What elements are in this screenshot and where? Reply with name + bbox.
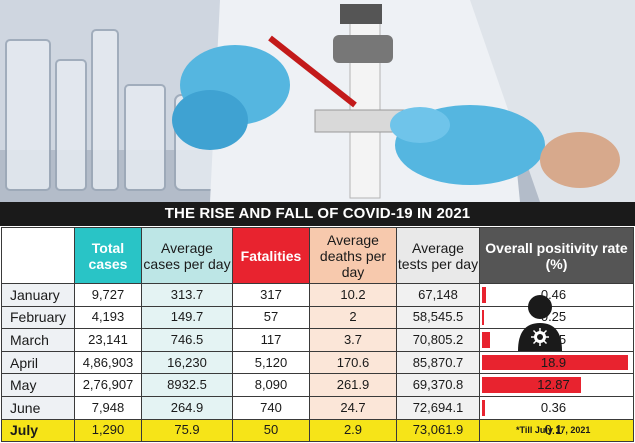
average-deaths-cell: 2.9 [309,418,397,443]
month-cell: February [1,305,75,330]
month-cell: June [1,395,75,420]
total-cases-cell: 2,76,907 [74,373,142,397]
positivity-cell: 12.87 [479,373,634,397]
total-cases-cell: 23,141 [74,328,142,352]
positivity-bar [482,287,486,303]
footnote: *Till July 17, 2021 [516,424,591,435]
positivity-bar [482,332,491,348]
positivity-bar [482,309,484,326]
lab-photo [0,0,635,202]
positivity-cell: 0.36 [479,395,634,420]
header-total-cases: Total cases [74,227,142,284]
positivity-value: 0.1 [544,422,563,438]
total-cases-cell: 9,727 [74,283,142,307]
fatalities-cell: 317 [232,283,310,307]
average-tests-cell: 85,870.7 [396,350,480,375]
positivity-value: 0.36 [540,399,567,415]
average-cases-cell: 746.5 [141,328,233,352]
month-cell: July [1,418,75,443]
chart-title-banner: THE RISE AND FALL OF COVID-19 IN 2021 [0,202,635,226]
covid-data-table: Total cases Average cases per day Fatali… [1,227,634,443]
average-deaths-cell: 3.7 [309,328,397,352]
table-body: January 9,727 313.7 317 10.2 67,148 0.46 Februa… [1,283,634,443]
total-cases-cell: 7,948 [74,395,142,420]
average-tests-cell: 69,370.8 [396,373,480,397]
positivity-bar [482,377,582,393]
average-deaths-cell: 261.9 [309,373,397,397]
average-cases-cell: 75.9 [141,418,233,443]
month-cell: May [1,373,75,397]
total-cases-cell: 1,290 [74,418,142,443]
average-cases-cell: 8932.5 [141,373,233,397]
average-tests-cell: 73,061.9 [396,418,480,443]
table-row: February 4,193 149.7 57 2 58,545.5 0.25 [1,305,634,330]
average-cases-cell: 264.9 [141,395,233,420]
total-cases-cell: 4,193 [74,305,142,330]
average-tests-cell: 70,805.2 [396,328,480,352]
average-cases-cell: 16,230 [141,350,233,375]
average-tests-cell: 67,148 [396,283,480,307]
header-month [1,227,75,284]
header-average-tests: Average tests per day [396,227,480,284]
average-deaths-cell: 2 [309,305,397,330]
fatalities-cell: 8,090 [232,373,310,397]
header-positivity-rate: Overall positivity rate (%) [479,227,634,284]
month-cell: March [1,328,75,352]
table-row: June 7,948 264.9 740 24.7 72,694.1 0.36 [1,395,634,420]
person-virus-icon [518,295,562,351]
average-cases-cell: 149.7 [141,305,233,330]
positivity-bar [482,399,485,416]
average-tests-cell: 72,694.1 [396,395,480,420]
fatalities-cell: 57 [232,305,310,330]
positivity-cell: *Till July 17, 2021 0.1 [479,418,634,443]
header-fatalities: Fatalities [232,227,310,284]
fatalities-cell: 5,120 [232,350,310,375]
average-cases-cell: 313.7 [141,283,233,307]
fatalities-cell: 740 [232,395,310,420]
table-header-row: Total cases Average cases per day Fatali… [1,227,634,284]
average-deaths-cell: 10.2 [309,283,397,307]
table-row: July 1,290 75.9 50 2.9 73,061.9 *Till July 17,… [1,418,634,443]
average-deaths-cell: 170.6 [309,350,397,375]
fatalities-cell: 117 [232,328,310,352]
table-row: April 4,86,903 16,230 5,120 170.6 85,870.7 18.… [1,350,634,375]
average-tests-cell: 58,545.5 [396,305,480,330]
average-deaths-cell: 24.7 [309,395,397,420]
total-cases-cell: 4,86,903 [74,350,142,375]
positivity-value: 12.87 [537,377,570,393]
positivity-cell: 0.25 [479,305,634,330]
header-average-deaths: Average deaths per day [309,227,397,284]
positivity-value: 18.9 [540,354,567,370]
table-row: May 2,76,907 8932.5 8,090 261.9 69,370.8 12.87 [1,373,634,397]
lab-photo-illustration [0,0,635,202]
month-cell: April [1,350,75,375]
month-cell: January [1,283,75,307]
fatalities-cell: 50 [232,418,310,443]
positivity-cell: 18.9 [479,350,634,375]
header-average-cases: Average cases per day [141,227,233,284]
positivity-bar [482,354,628,371]
